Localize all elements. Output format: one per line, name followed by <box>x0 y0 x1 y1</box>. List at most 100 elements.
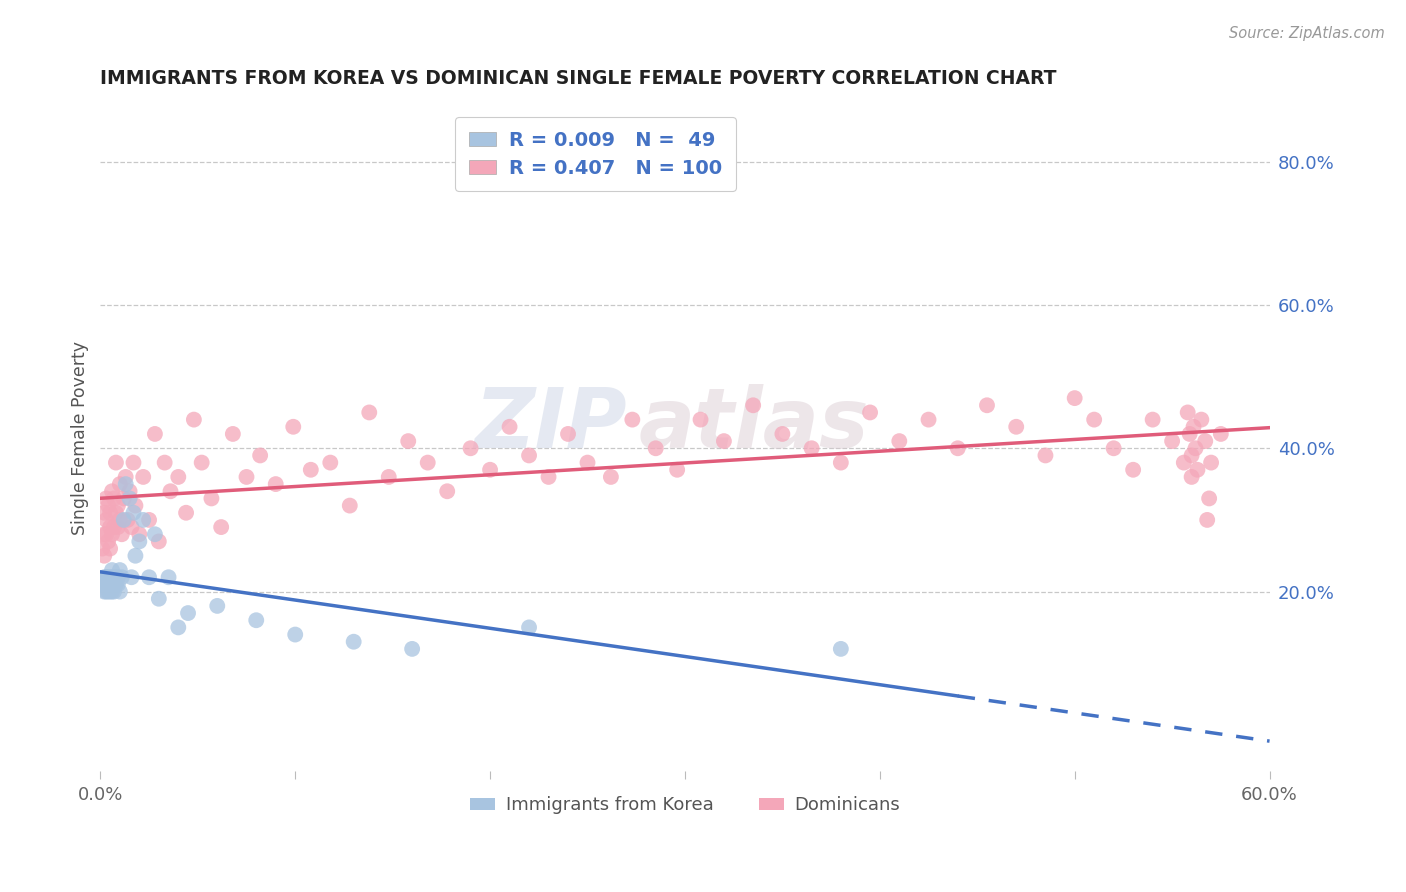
Point <box>1178 426 1201 441</box>
Point <box>377 470 399 484</box>
Point <box>249 449 271 463</box>
Point <box>101 563 124 577</box>
Point <box>1173 456 1195 470</box>
Point <box>1197 513 1219 527</box>
Point <box>1035 449 1057 463</box>
Point <box>148 534 170 549</box>
Point <box>343 634 366 648</box>
Point <box>396 434 419 449</box>
Point <box>283 419 305 434</box>
Point <box>91 541 114 556</box>
Point <box>359 405 381 419</box>
Point <box>107 499 129 513</box>
Point <box>124 499 146 513</box>
Point <box>143 426 166 441</box>
Point <box>107 570 129 584</box>
Text: IMMIGRANTS FROM KOREA VS DOMINICAN SINGLE FEMALE POVERTY CORRELATION CHART: IMMIGRANTS FROM KOREA VS DOMINICAN SINGL… <box>100 69 1057 87</box>
Point <box>859 405 882 419</box>
Text: atlas: atlas <box>638 384 869 465</box>
Text: ZIP: ZIP <box>474 384 627 465</box>
Point <box>830 641 852 656</box>
Point <box>889 434 911 449</box>
Point <box>436 484 458 499</box>
Point <box>93 549 115 563</box>
Point <box>121 570 143 584</box>
Point <box>1198 491 1220 506</box>
Point <box>93 577 115 591</box>
Y-axis label: Single Female Poverty: Single Female Poverty <box>72 341 89 534</box>
Point <box>98 584 121 599</box>
Point <box>148 591 170 606</box>
Point <box>124 549 146 563</box>
Point <box>132 470 155 484</box>
Point <box>93 527 115 541</box>
Point <box>1181 470 1204 484</box>
Point <box>112 513 135 527</box>
Point <box>93 570 115 584</box>
Point <box>93 584 115 599</box>
Point <box>770 426 793 441</box>
Point <box>108 563 131 577</box>
Point <box>122 456 145 470</box>
Point <box>576 456 599 470</box>
Point <box>1184 442 1206 456</box>
Point <box>98 520 121 534</box>
Point <box>101 570 124 584</box>
Text: Source: ZipAtlas.com: Source: ZipAtlas.com <box>1229 26 1385 41</box>
Point <box>644 442 666 456</box>
Point <box>91 577 114 591</box>
Point <box>479 463 502 477</box>
Point <box>96 527 118 541</box>
Point <box>97 570 120 584</box>
Point <box>621 412 644 426</box>
Point <box>177 606 200 620</box>
Point <box>460 442 482 456</box>
Point <box>207 599 229 613</box>
Point <box>118 484 141 499</box>
Point <box>107 520 129 534</box>
Point <box>235 470 257 484</box>
Point <box>1181 449 1204 463</box>
Point <box>1083 412 1105 426</box>
Point <box>98 506 121 520</box>
Point <box>416 456 439 470</box>
Point <box>264 477 287 491</box>
Point <box>143 527 166 541</box>
Point <box>132 513 155 527</box>
Point <box>103 570 125 584</box>
Point <box>1142 412 1164 426</box>
Point <box>103 577 125 591</box>
Point <box>742 398 765 412</box>
Point <box>1102 442 1125 456</box>
Point <box>1209 426 1232 441</box>
Point <box>121 520 143 534</box>
Point <box>319 456 342 470</box>
Point <box>104 506 127 520</box>
Point <box>1122 463 1144 477</box>
Point <box>98 541 121 556</box>
Point <box>517 620 540 634</box>
Point <box>1177 405 1199 419</box>
Point <box>946 442 969 456</box>
Point <box>1189 412 1212 426</box>
Point <box>1182 419 1205 434</box>
Point <box>114 477 136 491</box>
Point <box>112 491 135 506</box>
Point <box>557 426 579 441</box>
Point <box>713 434 735 449</box>
Point <box>190 456 212 470</box>
Point <box>401 641 423 656</box>
Point <box>98 570 121 584</box>
Point <box>128 534 150 549</box>
Point <box>174 506 197 520</box>
Point <box>117 513 139 527</box>
Point <box>97 577 120 591</box>
Point <box>96 491 118 506</box>
Point <box>299 463 322 477</box>
Point <box>103 491 125 506</box>
Legend: Immigrants from Korea, Dominicans: Immigrants from Korea, Dominicans <box>463 789 908 822</box>
Point <box>97 584 120 599</box>
Point <box>1161 434 1184 449</box>
Point <box>1063 391 1085 405</box>
Point <box>97 499 120 513</box>
